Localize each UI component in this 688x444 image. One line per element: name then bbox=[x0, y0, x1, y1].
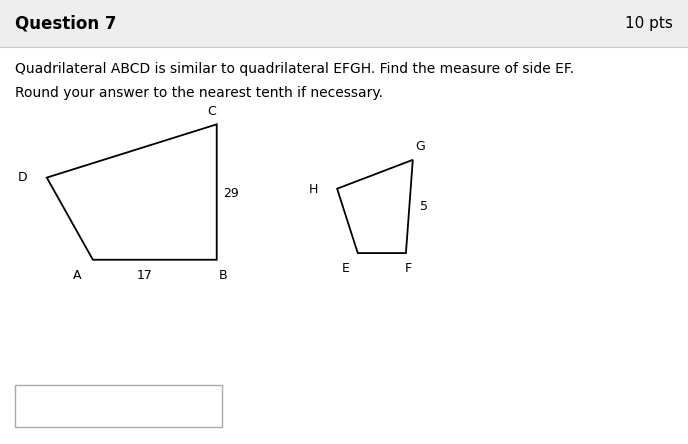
Text: A: A bbox=[73, 269, 81, 281]
Text: C: C bbox=[208, 105, 216, 118]
Text: D: D bbox=[18, 171, 28, 184]
Text: Quadrilateral ABCD is similar to quadrilateral EFGH. Find the measure of side EF: Quadrilateral ABCD is similar to quadril… bbox=[15, 62, 574, 76]
Bar bbox=[15, 385, 222, 427]
Text: B: B bbox=[219, 269, 228, 281]
Text: Question 7: Question 7 bbox=[15, 14, 117, 32]
Text: E: E bbox=[342, 262, 350, 275]
Text: 5: 5 bbox=[420, 200, 428, 213]
Text: 29: 29 bbox=[224, 186, 239, 200]
Text: H: H bbox=[309, 183, 319, 196]
Text: F: F bbox=[405, 262, 411, 275]
Text: 17: 17 bbox=[136, 269, 153, 281]
Text: Round your answer to the nearest tenth if necessary.: Round your answer to the nearest tenth i… bbox=[15, 86, 383, 100]
Text: G: G bbox=[416, 140, 425, 153]
Text: 10 pts: 10 pts bbox=[625, 16, 673, 31]
Bar bbox=[0, 0, 688, 47]
